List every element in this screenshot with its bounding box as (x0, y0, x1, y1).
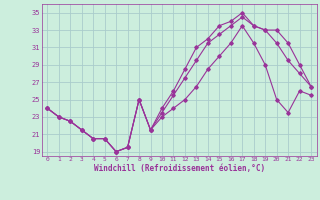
X-axis label: Windchill (Refroidissement éolien,°C): Windchill (Refroidissement éolien,°C) (94, 164, 265, 173)
